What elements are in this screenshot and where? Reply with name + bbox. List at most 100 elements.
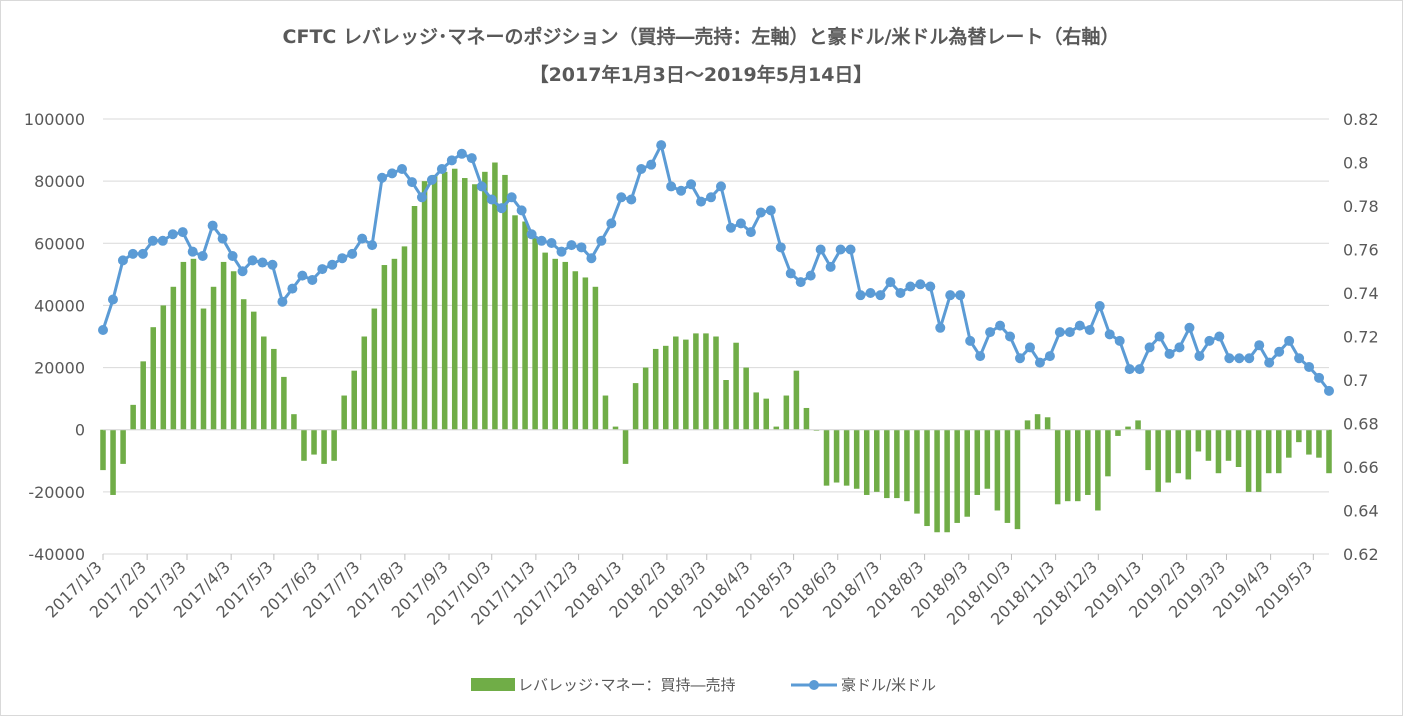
fx-rate-point <box>1174 342 1185 353</box>
fx-rate-point <box>845 244 856 255</box>
fx-rate-point <box>287 283 298 294</box>
bar <box>602 395 609 430</box>
bar <box>562 261 569 430</box>
bar <box>230 271 237 430</box>
fx-rate-point <box>1294 353 1305 364</box>
fx-rate-point <box>1034 357 1045 368</box>
bar <box>1286 429 1292 458</box>
bar <box>1054 429 1061 505</box>
bar <box>431 174 438 430</box>
bar <box>512 215 518 430</box>
bar <box>220 261 227 430</box>
bar <box>703 333 709 430</box>
legend-line-label: 豪ドル/米ドル <box>841 676 936 694</box>
fx-rate-point <box>1164 348 1175 359</box>
bar <box>964 429 970 517</box>
right-tick-label: 0.74 <box>1343 284 1379 303</box>
bar <box>120 429 126 464</box>
fx-rate-point <box>546 237 557 248</box>
bar <box>1095 429 1101 511</box>
bar <box>693 333 699 430</box>
fx-rate-point <box>486 194 497 205</box>
bar <box>271 348 277 430</box>
fx-rate-point <box>556 246 567 257</box>
fx-rate-point <box>626 194 637 205</box>
fx-rate-point <box>666 181 677 192</box>
fx-rate-point <box>636 164 647 175</box>
fx-rate-point <box>606 218 617 229</box>
bar <box>281 376 287 430</box>
right-tick-label: 0.82 <box>1343 110 1379 129</box>
fx-rate-point <box>406 177 417 188</box>
fx-rate-point <box>1074 320 1085 331</box>
fx-rate-point <box>785 268 796 279</box>
bar <box>351 370 357 430</box>
fx-rate-point <box>367 240 378 251</box>
right-tick-label: 0.72 <box>1343 328 1379 347</box>
fx-rate-point <box>715 181 726 192</box>
fx-rate-point <box>1015 353 1026 364</box>
bar <box>1135 420 1141 430</box>
fx-rate-point <box>865 288 876 298</box>
bar <box>1155 429 1161 492</box>
fx-rate-point <box>187 246 198 257</box>
bar <box>652 348 659 430</box>
right-tick-label: 0.7 <box>1343 371 1368 390</box>
bar <box>1064 429 1071 502</box>
fx-rate-point <box>576 242 587 253</box>
left-tick-label: 0 <box>75 421 85 440</box>
fx-rate-point <box>277 296 288 307</box>
fx-rate-point <box>1054 327 1065 338</box>
right-axis: 0.62 0.64 0.66 0.68 0.7 0.72 0.74 0.76 0.78 0.8 0.… <box>1343 110 1379 564</box>
bar <box>874 429 880 492</box>
bar <box>803 407 810 430</box>
fx-rate-point <box>506 192 517 203</box>
bar <box>170 286 177 430</box>
bar <box>331 429 337 461</box>
bar <box>914 429 920 514</box>
fx-rate-point <box>1005 331 1016 342</box>
bar <box>582 277 589 430</box>
fx-rate-point <box>526 229 537 240</box>
chart-title: CFTC レバレッジ･マネーのポジション（買持―売持：左軸）と豪ドル/米ドル為替… <box>283 25 1120 48</box>
bar <box>984 429 991 489</box>
bar <box>924 429 930 527</box>
fx-rate-point <box>1224 353 1235 364</box>
bar <box>1255 429 1262 492</box>
fx-rate-point <box>706 192 717 203</box>
fx-rate-point <box>815 244 826 255</box>
bar <box>1185 429 1192 480</box>
bar <box>1205 429 1212 461</box>
fx-rate-point <box>446 155 457 166</box>
fx-rate-point <box>676 185 687 196</box>
fx-rate-point <box>536 235 547 246</box>
bar <box>391 258 398 430</box>
fx-rate-point <box>237 266 248 277</box>
bar <box>462 178 468 430</box>
legend-bar-swatch <box>471 678 515 691</box>
bar <box>894 429 900 499</box>
fx-rate-point <box>516 205 527 216</box>
fx-rate-point <box>317 264 328 275</box>
bar <box>1044 417 1051 430</box>
bar <box>160 305 167 430</box>
fx-rate-point <box>1104 329 1115 340</box>
bar <box>421 181 428 430</box>
bar <box>994 429 1001 511</box>
bar <box>1034 414 1041 430</box>
chart-subtitle: 【2017年1月3日～2019年5月14日】 <box>530 63 873 86</box>
bar <box>150 327 157 430</box>
fx-rate-point <box>1044 351 1055 362</box>
fx-rate-point <box>1024 342 1035 353</box>
right-tick-label: 0.68 <box>1343 415 1379 434</box>
bar <box>743 367 749 430</box>
fx-rate-point <box>995 320 1006 331</box>
bar <box>522 221 528 430</box>
bar <box>1004 429 1011 523</box>
x-axis: 2017/1/32017/2/32017/3/32017/4/32017/5/3… <box>42 429 1329 629</box>
bar <box>261 336 267 430</box>
bar <box>974 429 981 495</box>
fx-rate-point <box>975 351 986 362</box>
bar <box>793 370 800 430</box>
bar <box>662 345 669 430</box>
